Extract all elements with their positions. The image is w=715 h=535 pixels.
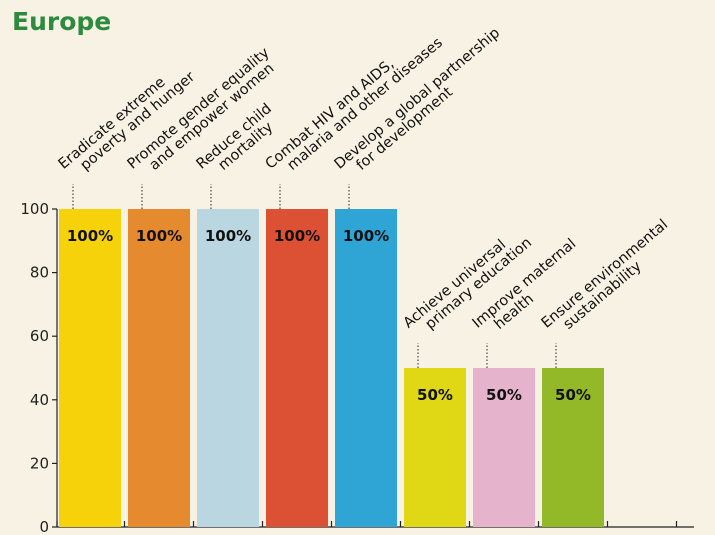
y-tick-label: 40 bbox=[30, 391, 49, 409]
bar bbox=[473, 368, 535, 527]
y-tick-label: 60 bbox=[30, 327, 49, 345]
bar bbox=[404, 368, 466, 527]
y-axis: 0 20 40 60 80 100 bbox=[20, 200, 58, 535]
data-labels: 100% 100% 100% 100% 100% 50% 50% 50% bbox=[67, 227, 591, 404]
y-tick-label: 0 bbox=[39, 518, 49, 535]
data-label: 100% bbox=[136, 227, 182, 245]
data-label: 100% bbox=[205, 227, 251, 245]
data-label: 100% bbox=[67, 227, 113, 245]
y-tick-label: 100 bbox=[20, 200, 49, 218]
bar bbox=[266, 209, 328, 527]
bar bbox=[59, 209, 121, 527]
category-label: Ensure environmentalsustainability bbox=[539, 217, 681, 343]
data-label: 50% bbox=[486, 386, 522, 404]
chart-title: Europe bbox=[12, 7, 111, 36]
bar bbox=[197, 209, 259, 527]
bars bbox=[59, 209, 604, 527]
bar bbox=[335, 209, 397, 527]
data-label: 100% bbox=[343, 227, 389, 245]
bar bbox=[542, 368, 604, 527]
bar bbox=[128, 209, 190, 527]
y-tick-label: 20 bbox=[30, 454, 49, 472]
y-tick-label: 80 bbox=[30, 264, 49, 282]
category-label-line: Ensure environmental bbox=[539, 217, 671, 332]
data-label: 50% bbox=[555, 386, 591, 404]
data-label: 50% bbox=[417, 386, 453, 404]
data-label: 100% bbox=[274, 227, 320, 245]
